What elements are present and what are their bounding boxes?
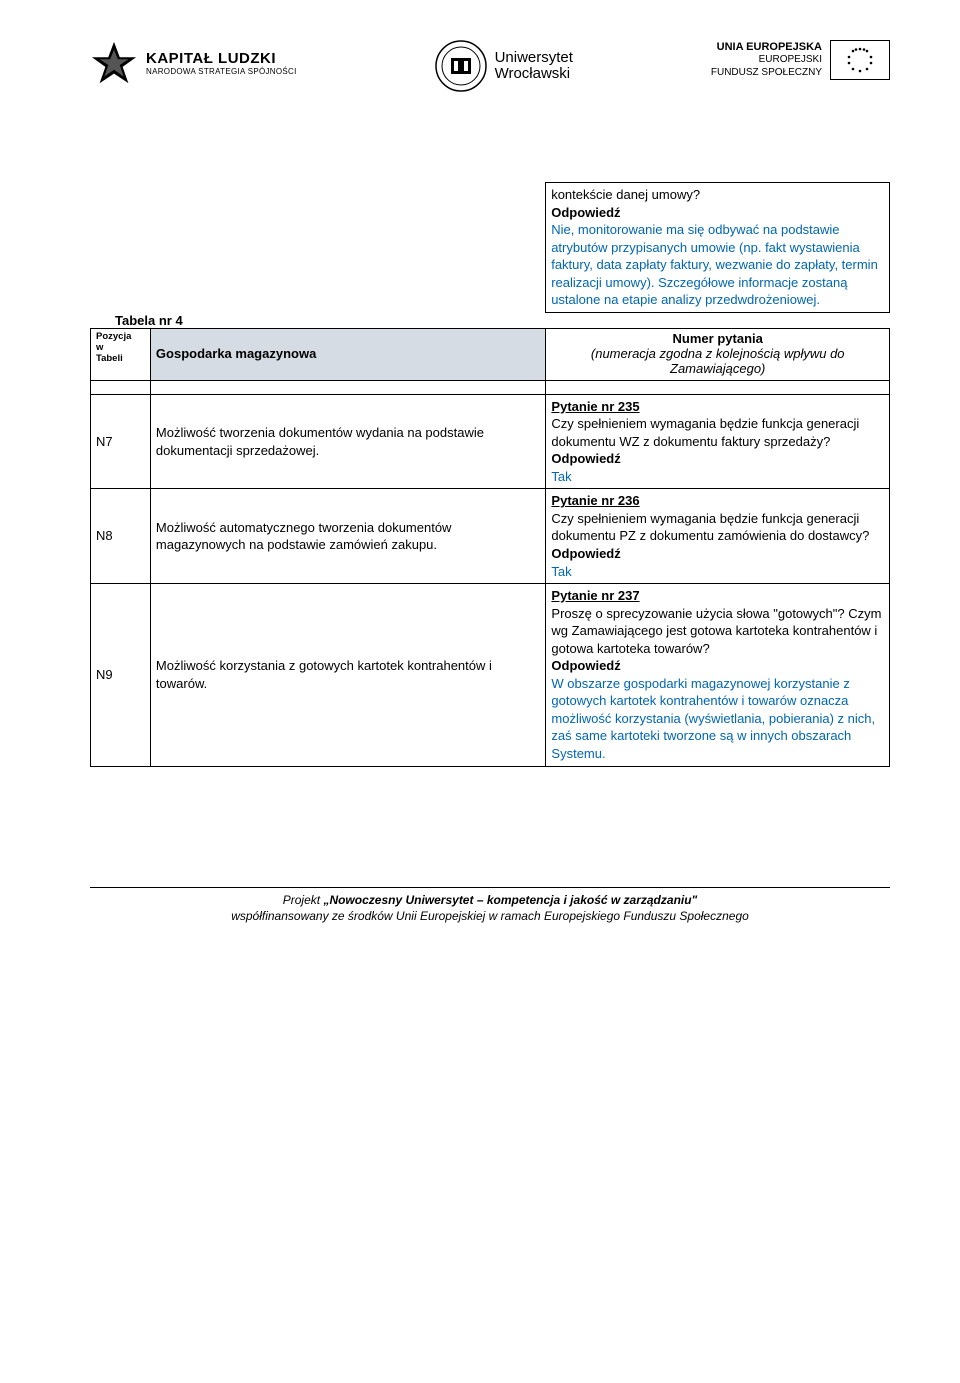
q-title: Pytanie nr 237 (551, 588, 639, 603)
kl-title: KAPITAŁ LUDZKI (146, 51, 297, 68)
table4-head-desc: Gospodarka magazynowa (150, 328, 546, 380)
logo-uniwersytet: Uniwersytet Wrocławski (435, 40, 573, 92)
university-seal-icon (435, 40, 487, 92)
q-body: Proszę o sprecyzowanie użycia słowa "got… (551, 606, 881, 656)
uw-line1: Uniwersytet (495, 50, 573, 67)
a-label: Odpowiedź (551, 451, 620, 466)
logo-kl-text: KAPITAŁ LUDZKI NARODOWA STRATEGIA SPÓJNO… (146, 51, 297, 76)
row-qa: Pytanie nr 237 Proszę o sprecyzowanie uż… (546, 584, 890, 766)
q-body: Czy spełnieniem wymagania będzie funkcja… (551, 511, 869, 544)
a-body: W obszarze gospodarki magazynowej korzys… (551, 676, 875, 761)
table-row: N9 Możliwość korzystania z gotowych kart… (91, 584, 890, 766)
a-body: Tak (551, 469, 571, 484)
header-logos: KAPITAŁ LUDZKI NARODOWA STRATEGIA SPÓJNO… (90, 40, 890, 92)
row-qa: Pytanie nr 236 Czy spełnieniem wymagania… (546, 489, 890, 584)
row-desc: Możliwość tworzenia dokumentów wydania n… (150, 394, 546, 489)
row-id: N9 (91, 584, 151, 766)
eu-line3: FUNDUSZ SPOŁECZNY (711, 67, 822, 80)
table4-header-row: Pozycja w Tabeli Gospodarka magazynowa N… (91, 328, 890, 380)
table4-head-num: Numer pytania (numeracja zgodna z kolejn… (546, 328, 890, 380)
top-fragment-table: kontekście danej umowy? Odpowiedź Nie, m… (90, 182, 890, 313)
row-qa: Pytanie nr 235 Czy spełnieniem wymagania… (546, 394, 890, 489)
logo-eu-text: UNIA EUROPEJSKA EUROPEJSKI FUNDUSZ SPOŁE… (711, 41, 822, 80)
table-row: N7 Możliwość tworzenia dokumentów wydani… (91, 394, 890, 489)
row-desc: Możliwość korzystania z gotowych kartote… (150, 584, 546, 766)
top-cell-answer-body: Nie, monitorowanie ma się odbywać na pod… (551, 222, 878, 307)
footer-text: Projekt „Nowoczesny Uniwersytet – kompet… (90, 892, 890, 924)
top-cell-answer-label: Odpowiedź (551, 205, 620, 220)
footer-l2: współfinansowany ze środków Unii Europej… (231, 909, 749, 923)
table4-head-pos: Pozycja w Tabeli (91, 328, 151, 380)
row-id: N8 (91, 489, 151, 584)
row-desc: Możliwość automatycznego tworzenia dokum… (150, 489, 546, 584)
q-body: Czy spełnieniem wymagania będzie funkcja… (551, 416, 859, 449)
footer-divider (90, 887, 890, 888)
eu-flag-icon (830, 40, 890, 80)
logo-eu: UNIA EUROPEJSKA EUROPEJSKI FUNDUSZ SPOŁE… (711, 40, 890, 80)
eu-line2: EUROPEJSKI (711, 54, 822, 67)
top-cell-line1: kontekście danej umowy? (551, 187, 700, 202)
a-label: Odpowiedź (551, 658, 620, 673)
row-id: N7 (91, 394, 151, 489)
uw-line2: Wrocławski (495, 66, 573, 83)
q-title: Pytanie nr 235 (551, 399, 639, 414)
logo-uw-text: Uniwersytet Wrocławski (495, 50, 573, 83)
footer: Projekt „Nowoczesny Uniwersytet – kompet… (90, 887, 890, 924)
spacer-row (91, 380, 890, 394)
q-title: Pytanie nr 236 (551, 493, 639, 508)
footer-l1-quote: „Nowoczesny Uniwersytet – kompetencja i … (323, 893, 697, 907)
eu-line1: UNIA EUROPEJSKA (711, 41, 822, 55)
kl-subtitle: NARODOWA STRATEGIA SPÓJNOŚCI (146, 68, 297, 77)
table4: Pozycja w Tabeli Gospodarka magazynowa N… (90, 328, 890, 767)
a-label: Odpowiedź (551, 546, 620, 561)
logo-kapital-ludzki: KAPITAŁ LUDZKI NARODOWA STRATEGIA SPÓJNO… (90, 40, 297, 88)
a-body: Tak (551, 564, 571, 579)
table-row: N8 Możliwość automatycznego tworzenia do… (91, 489, 890, 584)
top-answer-cell: kontekście danej umowy? Odpowiedź Nie, m… (546, 183, 890, 313)
star-icon (90, 40, 138, 88)
table4-title: Tabela nr 4 (115, 313, 890, 328)
footer-l1-pre: Projekt (283, 893, 324, 907)
